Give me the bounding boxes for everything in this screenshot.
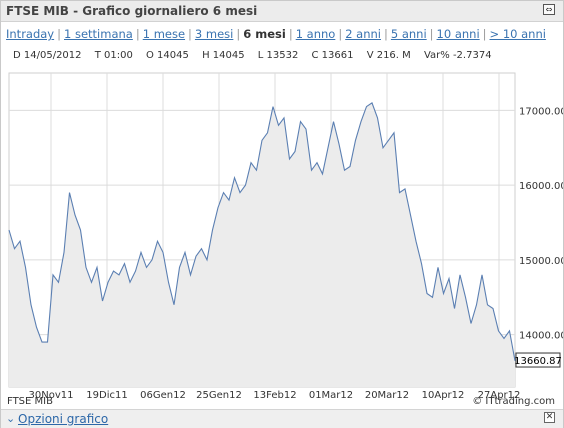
ohlc-date: D 14/05/2012 [13,50,82,61]
x-tick-label: 25Gen12 [196,390,242,401]
series-line [8,102,516,361]
ohlc-low: L 13532 [257,50,299,61]
x-tick-label: 20Mar12 [365,390,409,401]
period-1-mese[interactable]: 1 mese [142,27,186,41]
x-tick-label: 19Dic11 [86,390,127,401]
period-intraday[interactable]: Intraday [6,27,55,41]
series-area [9,102,515,388]
expand-icon[interactable]: ⇔ [543,4,555,15]
last-value-box [515,352,561,368]
ohlc-high: H 14045 [202,50,245,61]
last-value-label: 13660.87 [514,356,562,367]
ohlc-readout: D 14/05/2012 T 01:00 O 14045 H 14045 L 1… [13,50,502,61]
chart-options-link[interactable]: Opzioni grafico [18,412,109,426]
period-selector: Intraday | 1 settimana | 1 mese | 3 mesi | 6 mes… [6,27,546,41]
period-1-anno[interactable]: 1 anno [295,27,336,41]
source-credit: © ITtrading.com [472,396,555,407]
panel-title: FTSE MIB - Grafico giornaliero 6 mesi [6,4,258,18]
y-tick-label: 14000.00 [519,331,563,342]
ohlc-volume: V 216. M [366,50,411,61]
index-name: FTSE MIB [7,396,53,407]
period-10-anni[interactable]: 10 anni [436,27,480,41]
chart-options-bar: ⌄ Opzioni grafico ✕ [1,409,563,428]
close-icon[interactable]: ✕ [544,412,555,423]
title-bar: FTSE MIB - Grafico giornaliero 6 mesi ⇔ [1,1,563,22]
x-tick-label: 13Feb12 [253,390,296,401]
y-tick-label: 15000.00 [519,256,563,267]
x-tick-label: 27Apr12 [478,390,521,401]
chart-footer: FTSE MIB © ITtrading.com [1,396,563,407]
x-tick-label: 10Apr12 [422,390,465,401]
period-5-anni[interactable]: 5 anni [390,27,427,41]
ohlc-close: C 13661 [311,50,354,61]
price-chart[interactable]: 14000.00 15000.00 16000.00 17000.00 30Nov11 1… [1,71,563,401]
y-tick-label: 17000.00 [519,106,563,117]
x-tick-label: 01Mar12 [309,390,353,401]
x-tick-label: 30Nov11 [29,390,74,401]
period-over-10-anni[interactable]: > 10 anni [489,27,546,41]
chevron-down-icon[interactable]: ⌄ [6,412,16,425]
ohlc-var: Var% -2.7374 [423,50,492,61]
period-3-mesi[interactable]: 3 mesi [194,27,234,41]
ohlc-open: O 14045 [146,50,189,61]
x-tick-label: 06Gen12 [140,390,186,401]
period-6-mesi: 6 mesi [243,27,286,41]
period-2-anni[interactable]: 2 anni [345,27,381,41]
ohlc-time: T 01:00 [94,50,133,61]
y-tick-label: 16000.00 [519,181,563,192]
period-1-settimana[interactable]: 1 settimana [64,27,133,41]
